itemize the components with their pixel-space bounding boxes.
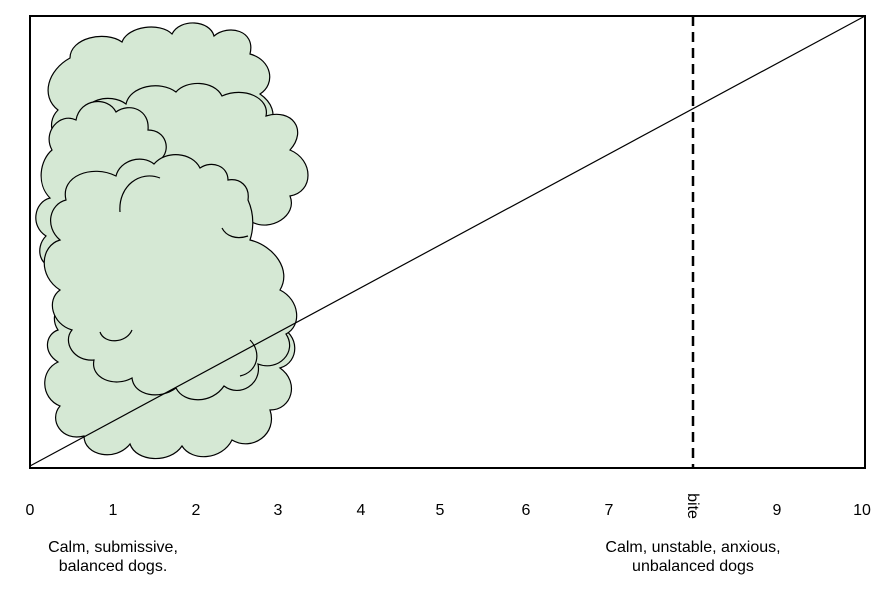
right-caption: Calm, unstable, anxious, unbalanced dogs (605, 539, 780, 575)
tick-label: 3 (274, 502, 283, 519)
chart-frame (29, 15, 866, 469)
bite-tick-label: bite (684, 493, 701, 519)
tick-label: 6 (522, 502, 531, 519)
axis-ticks: 0 1 2 3 4 5 6 7 bite 9 10 (26, 493, 871, 519)
cloud-detail (99, 175, 258, 377)
right-caption-line-1: Calm, unstable, anxious, (605, 539, 780, 556)
cloud-shape-5 (43, 154, 298, 401)
dog-cluster (35, 22, 309, 460)
right-caption-line-2: unbalanced dogs (632, 558, 754, 575)
tick-label: 7 (605, 502, 614, 519)
tick-label: 4 (357, 502, 366, 519)
tick-label: 0 (26, 502, 35, 519)
left-caption: Calm, submissive, balanced dogs. (48, 539, 178, 575)
tick-label: 2 (192, 502, 201, 519)
left-caption-line-2: balanced dogs. (59, 558, 168, 575)
left-caption-line-1: Calm, submissive, (48, 539, 178, 556)
tick-label: 10 (853, 502, 871, 519)
tick-label: 1 (109, 502, 118, 519)
tick-label: 5 (436, 502, 445, 519)
trend-line (29, 15, 866, 467)
tick-label: 9 (773, 502, 782, 519)
